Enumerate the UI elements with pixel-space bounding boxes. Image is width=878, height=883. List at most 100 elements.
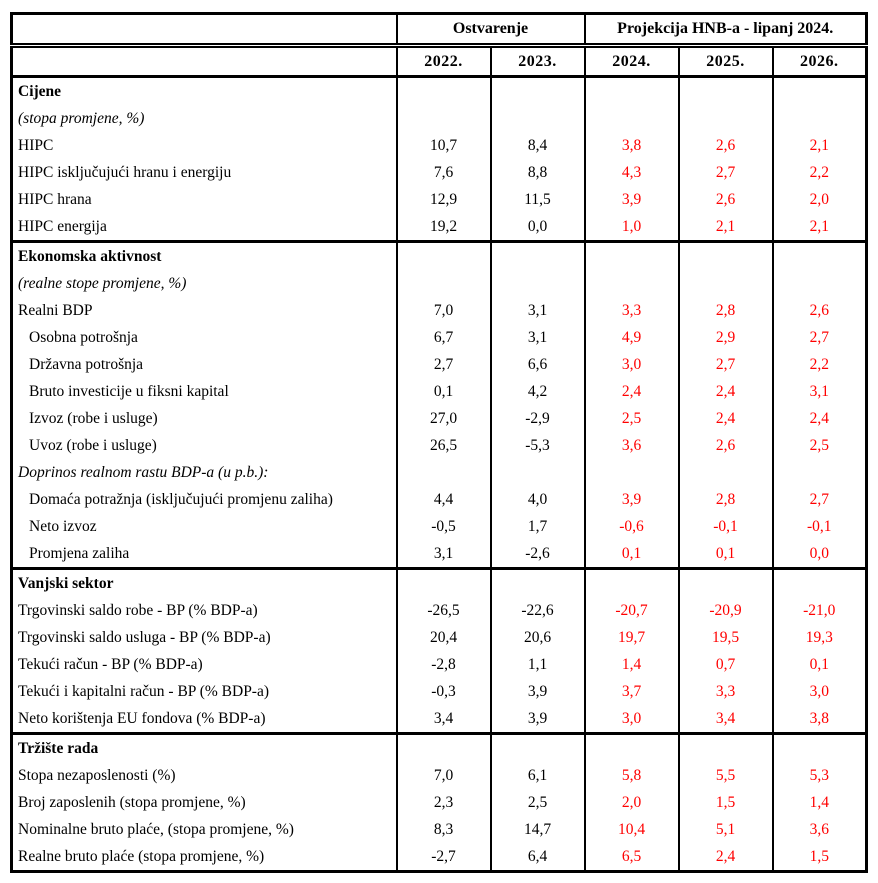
table-header: Ostvarenje Projekcija HNB-a - lipanj 202…	[10, 13, 868, 78]
projection-value-cell: 2,6	[677, 132, 774, 159]
actual-value-cell	[489, 270, 586, 297]
row-label: HIPC	[10, 132, 398, 159]
actual-value-cell: 6,1	[489, 762, 586, 789]
projection-value-cell: 2,2	[771, 351, 868, 378]
actual-value-cell: 8,4	[489, 132, 586, 159]
actual-value-cell	[489, 459, 586, 486]
actual-value-cell	[395, 240, 492, 270]
actual-value-cell: 19,2	[395, 213, 492, 242]
actual-value-cell: -2,8	[395, 651, 492, 678]
projection-value-cell: 2,8	[677, 486, 774, 513]
actual-value-cell	[395, 105, 492, 132]
projection-value-cell: 5,8	[583, 762, 680, 789]
table-row: (stopa promjene, %)	[10, 105, 868, 132]
actual-value-cell: 20,4	[395, 624, 492, 651]
actual-value-cell	[489, 567, 586, 597]
year-header: 2023.	[489, 45, 586, 78]
projection-value-cell: -0,1	[677, 513, 774, 540]
table-row: Cijene	[10, 75, 868, 105]
projection-value-cell: 2,5	[583, 405, 680, 432]
actual-value-cell: 3,9	[489, 678, 586, 705]
projection-value-cell	[677, 270, 774, 297]
actual-value-cell: -2,9	[489, 405, 586, 432]
row-label: (realne stope promjene, %)	[10, 270, 398, 297]
row-label: Tekući i kapitalni račun - BP (% BDP-a)	[10, 678, 398, 705]
table-row: Stopa nezaposlenosti (%) 7,0 6,1 5,8 5,5 5,3	[10, 762, 868, 789]
projection-value-cell: 1,4	[583, 651, 680, 678]
actual-value-cell: 7,0	[395, 297, 492, 324]
actual-value-cell: 26,5	[395, 432, 492, 459]
projection-value-cell: 0,1	[677, 540, 774, 569]
actual-value-cell	[489, 75, 586, 105]
actual-value-cell: 27,0	[395, 405, 492, 432]
actual-value-cell: -0,5	[395, 513, 492, 540]
actual-value-cell: 12,9	[395, 186, 492, 213]
projection-value-cell: 4,9	[583, 324, 680, 351]
actual-value-cell	[395, 459, 492, 486]
projection-value-cell: 2,8	[677, 297, 774, 324]
projection-value-cell	[583, 732, 680, 762]
actual-value-cell: 7,6	[395, 159, 492, 186]
actual-value-cell: 0,0	[489, 213, 586, 242]
actual-value-cell: 14,7	[489, 816, 586, 843]
year-header: 2022.	[395, 45, 492, 78]
projection-value-cell: 3,6	[583, 432, 680, 459]
actual-value-cell: 10,7	[395, 132, 492, 159]
row-label: Trgovinski saldo robe - BP (% BDP-a)	[10, 597, 398, 624]
projection-value-cell	[583, 567, 680, 597]
actual-value-cell	[489, 105, 586, 132]
row-label: Uvoz (robe i usluge)	[10, 432, 398, 459]
actual-value-cell: 2,5	[489, 789, 586, 816]
table-row: (realne stope promjene, %)	[10, 270, 868, 297]
table-row: Nominalne bruto plaće, (stopa promjene, …	[10, 816, 868, 843]
actual-value-cell	[395, 567, 492, 597]
projection-value-cell: 2,6	[677, 432, 774, 459]
projection-value-cell: 3,0	[771, 678, 868, 705]
row-label: Tržište rada	[10, 732, 398, 762]
projection-value-cell: 2,6	[677, 186, 774, 213]
projection-value-cell	[583, 240, 680, 270]
actual-value-cell: -0,3	[395, 678, 492, 705]
projection-value-cell: 3,0	[583, 705, 680, 734]
row-label: Neto izvoz	[10, 513, 398, 540]
projection-value-cell: 3,7	[583, 678, 680, 705]
projection-value-cell	[677, 240, 774, 270]
projection-value-cell	[583, 105, 680, 132]
row-label: Tekući račun - BP (% BDP-a)	[10, 651, 398, 678]
table-row: HIPC energija 19,2 0,0 1,0 2,1 2,1	[10, 213, 868, 242]
projection-value-cell: 2,1	[771, 132, 868, 159]
header-group-ostvarenje: Ostvarenje	[395, 13, 586, 48]
projection-value-cell	[677, 75, 774, 105]
row-label: Neto korištenja EU fondova (% BDP-a)	[10, 705, 398, 734]
actual-value-cell: 8,8	[489, 159, 586, 186]
projection-value-cell: 1,5	[771, 843, 868, 872]
projection-value-cell	[583, 270, 680, 297]
projection-value-cell: 2,0	[583, 789, 680, 816]
actual-value-cell: 8,3	[395, 816, 492, 843]
projection-value-cell: 2,0	[771, 186, 868, 213]
actual-value-cell: 6,7	[395, 324, 492, 351]
projection-value-cell: -0,6	[583, 513, 680, 540]
projection-value-cell: 2,7	[771, 324, 868, 351]
projection-value-cell: 3,9	[583, 486, 680, 513]
actual-value-cell: 3,1	[489, 297, 586, 324]
header-year-row: 2022. 2023. 2024. 2025. 2026.	[10, 45, 868, 78]
row-label: (stopa promjene, %)	[10, 105, 398, 132]
projection-value-cell: 19,3	[771, 624, 868, 651]
table-row: Tržište rada	[10, 732, 868, 762]
actual-value-cell: 3,1	[395, 540, 492, 569]
projection-value-cell: 3,3	[583, 297, 680, 324]
projection-value-cell: 2,1	[771, 213, 868, 242]
projection-value-cell: 2,6	[771, 297, 868, 324]
projection-value-cell: 0,1	[583, 540, 680, 569]
projection-value-cell	[677, 105, 774, 132]
table-row: Trgovinski saldo usluga - BP (% BDP-a) 20…	[10, 624, 868, 651]
header-group-projekcija: Projekcija HNB-a - lipanj 2024.	[583, 13, 868, 48]
row-label: Osobna potrošnja	[10, 324, 398, 351]
table-row: HIPC isključujući hranu i energiju 7,6 8,8…	[10, 159, 868, 186]
table-row: Državna potrošnja 2,7 6,6 3,0 2,7 2,2	[10, 351, 868, 378]
projection-value-cell: 1,4	[771, 789, 868, 816]
actual-value-cell	[395, 75, 492, 105]
row-label: Domaća potražnja (isključujući promjenu …	[10, 486, 398, 513]
row-label: Trgovinski saldo usluga - BP (% BDP-a)	[10, 624, 398, 651]
